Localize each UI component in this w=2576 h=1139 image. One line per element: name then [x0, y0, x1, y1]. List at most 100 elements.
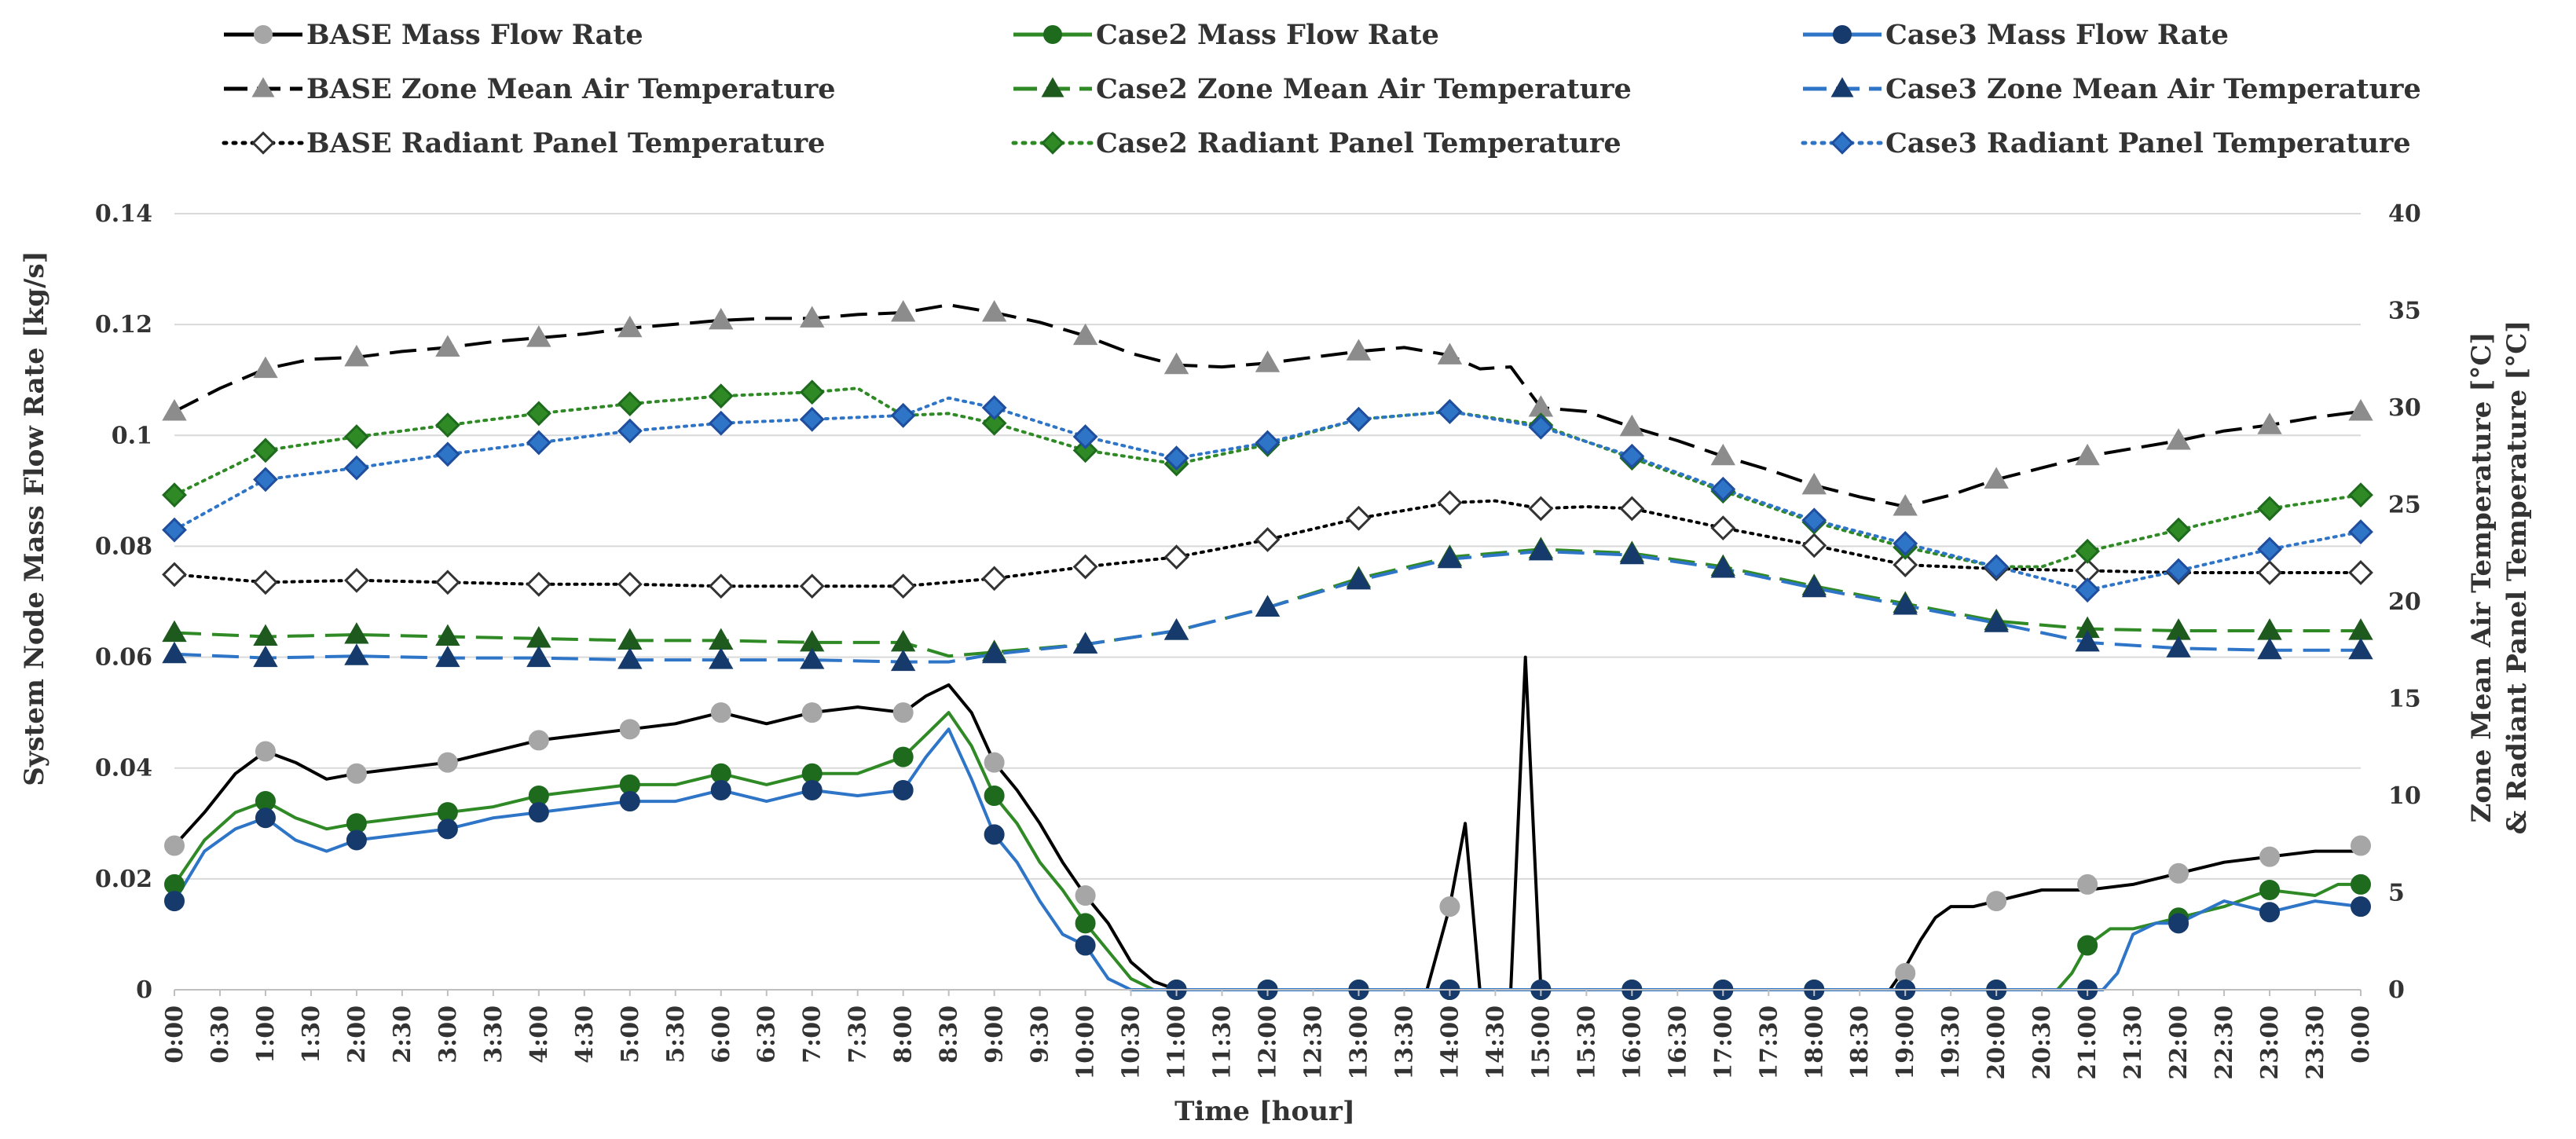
case2-radiant-panel-temperature-point [434, 412, 460, 438]
case3-zone-mean-air-temperature-point [2257, 637, 2282, 660]
legend-swatch-marker [1830, 131, 1854, 155]
base-mass-flow-rate-point [2351, 835, 2371, 856]
case3-radiant-panel-temperature-line [173, 396, 2362, 592]
base-radiant-panel-temperature-point [1255, 527, 1281, 552]
case2-mass-flow-rate-line [173, 711, 2361, 991]
case3-zone-mean-air-temperature-point [890, 649, 916, 672]
case3-zone-mean-air-temperature-point [1346, 567, 1372, 590]
case3-radiant-panel-temperature-point [343, 455, 369, 481]
x-tick-label: 5:00 [617, 1005, 644, 1064]
case3-radiant-panel-temperature-point [162, 517, 187, 543]
base-mass-flow-rate-point [984, 752, 1005, 773]
legend-swatch-marker [1830, 77, 1854, 97]
case3-zone-mean-air-temperature-point [1801, 575, 1827, 598]
axes: 0 0.02 0.04 0.06 0.08 0.1 0.12 0.14 0 5 10 15 20 25 30… [95, 200, 2421, 1080]
base-zone-mean-air-temperature-point [2257, 412, 2282, 434]
legend-label: Case3 Radiant Panel Temperature [1885, 127, 2411, 159]
case2-radiant-panel-temperature-point [799, 379, 825, 405]
case2-radiant-panel-temperature-line [173, 386, 2362, 569]
x-tick-label: 2:30 [389, 1005, 416, 1064]
legend-swatch-marker [1041, 77, 1064, 97]
case3-radiant-panel-temperature-point [1528, 414, 1554, 440]
case2-radiant-panel-temperature-point [162, 482, 187, 508]
x-tick-label: 6:00 [708, 1005, 735, 1064]
case3-zone-mean-air-temperature-point [2348, 637, 2373, 660]
case2-radiant-panel-temperature-point [343, 424, 369, 449]
left-tick-label: 0.04 [95, 755, 152, 782]
series-lines [173, 303, 2362, 991]
base-zone-mean-air-temperature-point [1984, 467, 2009, 489]
x-axis-title: Time [hour] [1174, 1096, 1355, 1127]
case3-radiant-panel-temperature-point [1437, 399, 1463, 424]
base-zone-mean-air-temperature-point [1801, 472, 1827, 495]
case3-zone-mean-air-temperature-point [1437, 546, 1463, 569]
right-tick-label: 0 [2388, 976, 2405, 1004]
legend-label: Case2 Zone Mean Air Temperature [1096, 73, 1632, 105]
x-tick-label: 15:30 [1573, 1005, 1600, 1080]
x-tick-label: 23:30 [2302, 1005, 2329, 1080]
case3-mass-flow-rate-point [710, 779, 731, 800]
base-radiant-panel-temperature-point [1346, 505, 1372, 531]
right-y-axis-title-line1: Zone Mean Air Temperature [°C] [2466, 332, 2497, 823]
legend-label: Case2 Radiant Panel Temperature [1096, 127, 1621, 159]
base-zone-mean-air-temperature-point [1437, 342, 1463, 364]
case3-zone-mean-air-temperature-point [617, 647, 643, 669]
legend-swatch-marker [1043, 25, 1062, 44]
right-tick-label: 5 [2388, 880, 2405, 907]
legend: BASE Mass Flow Rate Case2 Mass Flow Rate C… [222, 19, 2421, 159]
x-tick-label: 3:30 [480, 1005, 508, 1064]
series-markers [162, 300, 2373, 1000]
x-tick-label: 21:00 [2074, 1005, 2101, 1080]
base-mass-flow-rate-point [346, 763, 367, 784]
legend-label: Case3 Zone Mean Air Temperature [1885, 73, 2421, 105]
base-radiant-panel-temperature-point [162, 562, 187, 588]
case2-radiant-panel-temperature-point [2257, 496, 2282, 522]
base-zone-mean-air-temperature-point [253, 356, 278, 379]
case2-zone-mean-air-temperature-point [253, 624, 278, 646]
case3-zone-mean-air-temperature-point [1072, 632, 1098, 654]
case3-radiant-panel-temperature-point [1072, 424, 1098, 449]
base-radiant-panel-temperature-point [1072, 554, 1098, 580]
x-tick-label: 17:00 [1709, 1005, 1737, 1080]
right-tick-label: 20 [2388, 588, 2421, 616]
base-zone-mean-air-temperature-point [1255, 350, 1281, 372]
base-radiant-panel-temperature-point [1437, 490, 1463, 515]
case3-zone-mean-air-temperature-line [174, 549, 2361, 664]
base-zone-mean-air-temperature-point [981, 300, 1007, 322]
case2-zone-mean-air-temperature-point [344, 622, 369, 644]
x-tick-label: 19:00 [1892, 1005, 1919, 1080]
x-tick-label: 9:30 [1027, 1005, 1054, 1064]
case3-mass-flow-rate-point [984, 824, 1005, 845]
case3-radiant-panel-temperature-point [1984, 554, 2010, 580]
case2-radiant-panel-temperature-point [2166, 517, 2192, 543]
case2-radiant-panel-temperature-point [2348, 482, 2373, 508]
base-mass-flow-rate-point [710, 702, 731, 723]
case3-zone-mean-air-temperature-point [1255, 595, 1281, 617]
base-mass-flow-rate-point [1986, 891, 2007, 912]
x-tick-label: 22:30 [2211, 1005, 2238, 1080]
case3-zone-mean-air-temperature-point [981, 641, 1007, 664]
x-tick-label: 18:30 [1846, 1005, 1874, 1080]
base-mass-flow-rate-point [2077, 873, 2098, 895]
case2-mass-flow-rate-point [1075, 913, 1096, 934]
x-tick-label: 1:30 [298, 1005, 325, 1064]
case2-mass-flow-rate-point [2351, 873, 2371, 895]
right-tick-label: 35 [2388, 298, 2421, 325]
base-radiant-panel-temperature-point [526, 571, 551, 597]
x-tick-label: 4:30 [571, 1005, 599, 1064]
base-zone-mean-air-temperature-point [344, 344, 369, 367]
x-tick-label: 7:30 [845, 1005, 872, 1064]
base-mass-flow-rate-point [437, 752, 458, 773]
base-zone-mean-air-temperature-point [2348, 399, 2373, 421]
base-zone-mean-air-temperature-point [617, 315, 643, 338]
case3-mass-flow-rate-point [1075, 935, 1096, 956]
x-tick-label: 1:00 [252, 1005, 280, 1064]
x-tick-label: 14:30 [1482, 1005, 1509, 1080]
x-tick-label: 0:30 [207, 1005, 234, 1064]
case3-mass-flow-rate-point [2259, 902, 2281, 923]
left-y-axis-title: System Node Mass Flow Rate [kg/s] [19, 251, 50, 786]
base-zone-mean-air-temperature-point [162, 399, 187, 421]
x-tick-label: 6:30 [753, 1005, 781, 1064]
case2-radiant-panel-temperature-point [253, 438, 278, 463]
x-tick-label: 8:00 [890, 1005, 918, 1064]
